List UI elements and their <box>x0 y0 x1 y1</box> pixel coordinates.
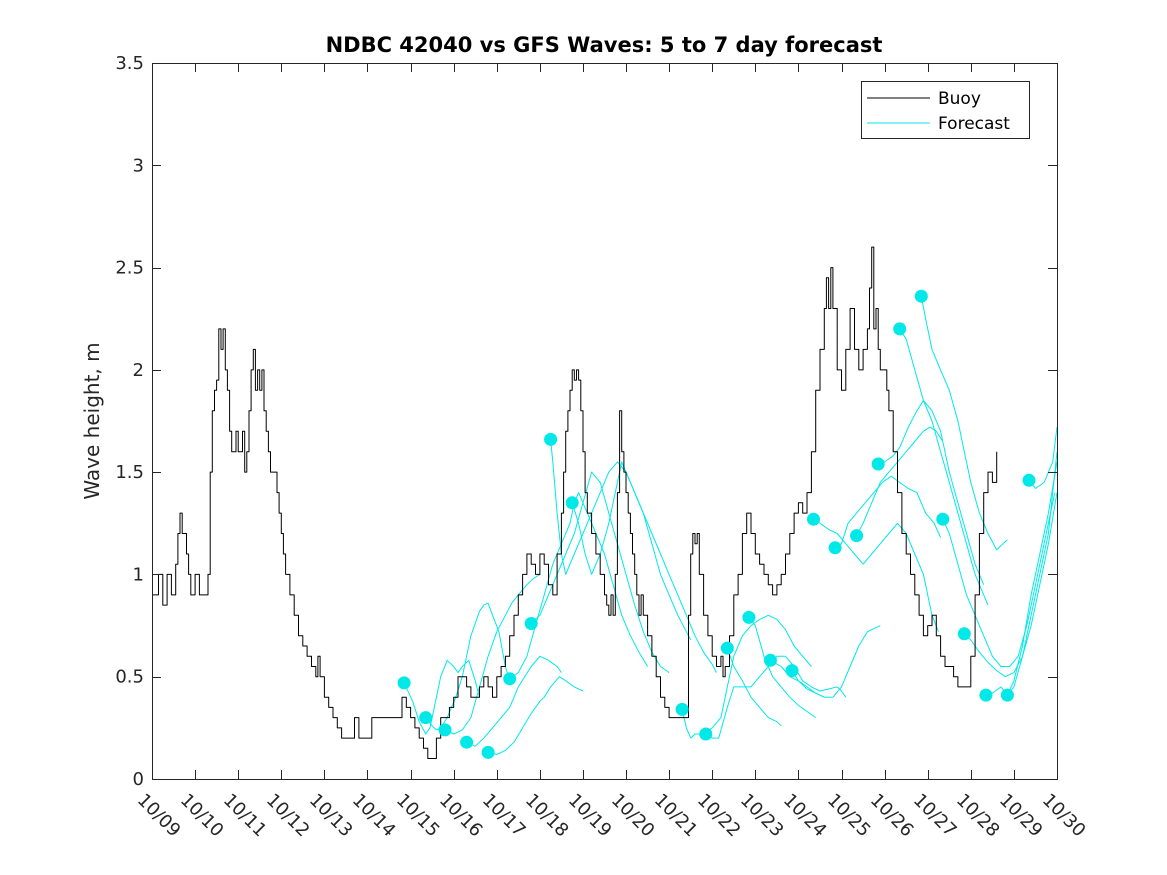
y-axis-ticks: 0 0.5 1 1.5 2 2.5 3 3.5 <box>115 53 1057 790</box>
forecast-start-marker <box>893 322 907 336</box>
y-tick-label: 1.5 <box>115 462 144 483</box>
x-tick-label: 10/19 <box>564 790 616 842</box>
chart-title: NDBC 42040 vs GFS Waves: 5 to 7 day fore… <box>326 33 883 57</box>
forecast-start-marker <box>1022 473 1036 487</box>
forecast-start-marker <box>936 512 950 526</box>
forecast-series-line-2 <box>425 602 511 731</box>
forecast-series-line-17 <box>834 475 942 549</box>
forecast-start-marker <box>460 735 474 749</box>
forecast-start-marker <box>419 711 433 725</box>
forecast-start-marker <box>871 457 885 471</box>
forecast-series-line-5 <box>487 676 584 755</box>
forecast-series-line-7 <box>530 471 670 674</box>
forecast-start-marker <box>1000 688 1014 702</box>
forecast-start-marker <box>438 723 452 737</box>
forecast-series-line-3 <box>444 573 541 735</box>
forecast-start-marker <box>720 641 734 655</box>
x-tick-label: 10/17 <box>478 790 530 842</box>
x-tick-label: 10/10 <box>176 790 228 842</box>
forecast-start-marker <box>785 664 799 678</box>
series-layer <box>152 246 1058 759</box>
forecast-start-marker <box>481 745 495 759</box>
legend-buoy-label: Buoy <box>938 89 981 109</box>
forecast-series-line-9 <box>571 461 717 673</box>
forecast-start-marker <box>957 627 971 641</box>
x-tick-label: 10/28 <box>952 790 1004 842</box>
y-tick-label: 0 <box>133 769 144 790</box>
forecast-start-marker <box>675 702 689 716</box>
plot-frame <box>152 63 1058 780</box>
y-tick-label: 2.5 <box>115 258 144 279</box>
plot-area <box>152 63 1058 780</box>
y-tick-label: 0.5 <box>115 667 144 688</box>
marker-layer <box>397 289 1036 759</box>
forecast-series-line-16 <box>813 518 939 632</box>
forecast-series-line-24 <box>985 451 1058 696</box>
x-tick-label: 10/14 <box>348 790 400 842</box>
forecast-start-marker <box>763 653 777 667</box>
forecast-series-line-12 <box>726 647 782 727</box>
y-tick-label: 2 <box>133 360 144 381</box>
legend: Buoy Forecast <box>861 81 1030 139</box>
forecast-series-line-20 <box>899 328 989 606</box>
x-tick-label: 10/16 <box>435 790 487 842</box>
forecast-series-line-13 <box>748 617 816 719</box>
forecast-start-marker <box>565 496 579 510</box>
forecast-start-marker <box>524 617 538 630</box>
y-axis-label: Wave height, m <box>80 342 104 499</box>
forecast-start-marker <box>742 610 756 624</box>
buoy-series-line <box>152 246 998 759</box>
forecast-start-marker <box>397 676 411 690</box>
forecast-series-line-18 <box>856 426 944 536</box>
forecast-series-line-11 <box>705 655 847 739</box>
forecast-series-line-10 <box>681 614 812 739</box>
x-tick-label: 10/20 <box>607 790 659 842</box>
x-tick-label: 10/11 <box>219 790 271 842</box>
x-tick-label: 10/13 <box>305 790 357 842</box>
x-tick-label: 10/26 <box>866 790 918 842</box>
plot-background <box>152 63 1057 779</box>
x-tick-label: 10/21 <box>650 790 702 842</box>
forecast-start-marker <box>807 512 820 526</box>
forecast-series-line-8 <box>550 439 692 641</box>
forecast-series-line-26 <box>1028 427 1058 489</box>
x-tick-label: 10/24 <box>779 790 831 842</box>
forecast-series-line-15 <box>791 625 881 698</box>
x-tick-label: 10/29 <box>995 790 1047 842</box>
forecast-start-marker <box>699 727 713 741</box>
forecast-start-marker <box>850 529 864 543</box>
forecast-series-line-6 <box>509 492 649 680</box>
legend-forecast-label: Forecast <box>938 114 1010 134</box>
forecast-series-line-21 <box>920 296 1008 551</box>
x-tick-label: 10/27 <box>909 790 961 842</box>
y-tick-label: 3.5 <box>115 53 144 74</box>
y-tick-label: 3 <box>133 155 144 176</box>
x-tick-label: 10/23 <box>736 790 788 842</box>
y-tick-label: 1 <box>133 564 144 585</box>
forecast-series-line-25 <box>1006 461 1058 696</box>
x-tick-label: 10/12 <box>262 790 314 842</box>
legend-box <box>861 81 1030 139</box>
forecast-series-line-4 <box>466 655 562 747</box>
x-tick-label: 10/25 <box>823 790 875 842</box>
x-tick-label: 10/09 <box>133 790 185 842</box>
x-tick-label: 10/15 <box>392 790 444 842</box>
forecast-series-line-23 <box>963 492 1058 678</box>
forecast-start-marker <box>828 541 842 555</box>
forecast-series-line-22 <box>942 492 1056 667</box>
x-tick-label: 10/22 <box>693 790 745 842</box>
x-tick-label: 10/30 <box>1038 790 1090 842</box>
x-tick-label: 10/18 <box>521 790 573 842</box>
forecast-start-marker <box>503 672 517 686</box>
forecast-start-marker <box>914 289 928 303</box>
forecast-start-marker <box>544 432 558 446</box>
forecast-start-marker <box>979 688 993 702</box>
forecast-series-line-1 <box>403 659 480 735</box>
forecast-series-line-19 <box>878 400 985 585</box>
